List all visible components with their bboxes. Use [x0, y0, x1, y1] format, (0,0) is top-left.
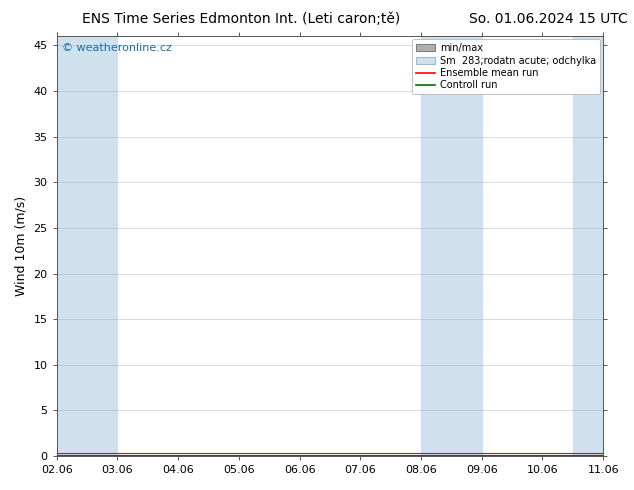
Bar: [56, 36, 117, 456]
Bar: [451, 36, 482, 456]
Y-axis label: Wind 10m (m/s): Wind 10m (m/s): [15, 196, 28, 296]
Bar: [603, 36, 633, 456]
Text: © weatheronline.cz: © weatheronline.cz: [62, 43, 172, 52]
Legend: min/max, Sm  283;rodatn acute; odchylka, Ensemble mean run, Controll run: min/max, Sm 283;rodatn acute; odchylka, …: [412, 39, 600, 94]
Text: ENS Time Series Edmonton Int. (Leti caron;tě): ENS Time Series Edmonton Int. (Leti caro…: [82, 12, 401, 26]
Bar: [573, 36, 603, 456]
Bar: [421, 36, 451, 456]
Text: So. 01.06.2024 15 UTC: So. 01.06.2024 15 UTC: [469, 12, 628, 26]
